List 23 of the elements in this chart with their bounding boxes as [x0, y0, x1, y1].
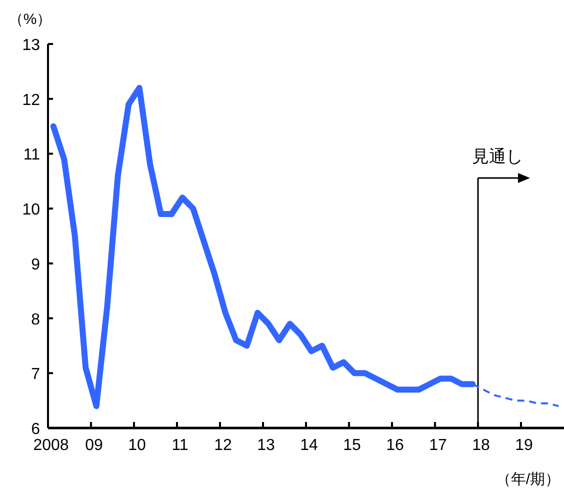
y-tick-label: 6	[31, 421, 40, 438]
y-tick-label: 8	[31, 311, 40, 328]
y-tick-label: 11	[23, 146, 40, 164]
x-axis-title: （年/期）	[496, 471, 560, 488]
x-tick-label: 15	[343, 437, 361, 454]
ref-line-label: 見通し	[472, 147, 523, 166]
x-tick-label: 14	[300, 437, 318, 454]
x-tick-label: 19	[515, 437, 533, 454]
x-tick-label: 10	[128, 437, 146, 454]
x-tick-label: 13	[257, 437, 275, 454]
y-tick-label: 12	[22, 92, 40, 109]
x-tick-label: 17	[429, 437, 447, 454]
x-tick-label: 18	[472, 437, 490, 454]
y-tick-label: 9	[31, 256, 40, 274]
y-axis-title: （%）	[8, 11, 52, 28]
y-tick-label: 13	[22, 37, 40, 54]
y-tick-label: 7	[31, 366, 40, 384]
x-tick-label: 11	[172, 437, 188, 454]
x-tick-label: 2008	[33, 437, 69, 454]
y-tick-label: 10	[22, 202, 40, 219]
x-tick-label: 16	[386, 437, 404, 454]
x-tick-label: 09	[85, 437, 103, 454]
x-tick-label: 12	[214, 437, 232, 454]
